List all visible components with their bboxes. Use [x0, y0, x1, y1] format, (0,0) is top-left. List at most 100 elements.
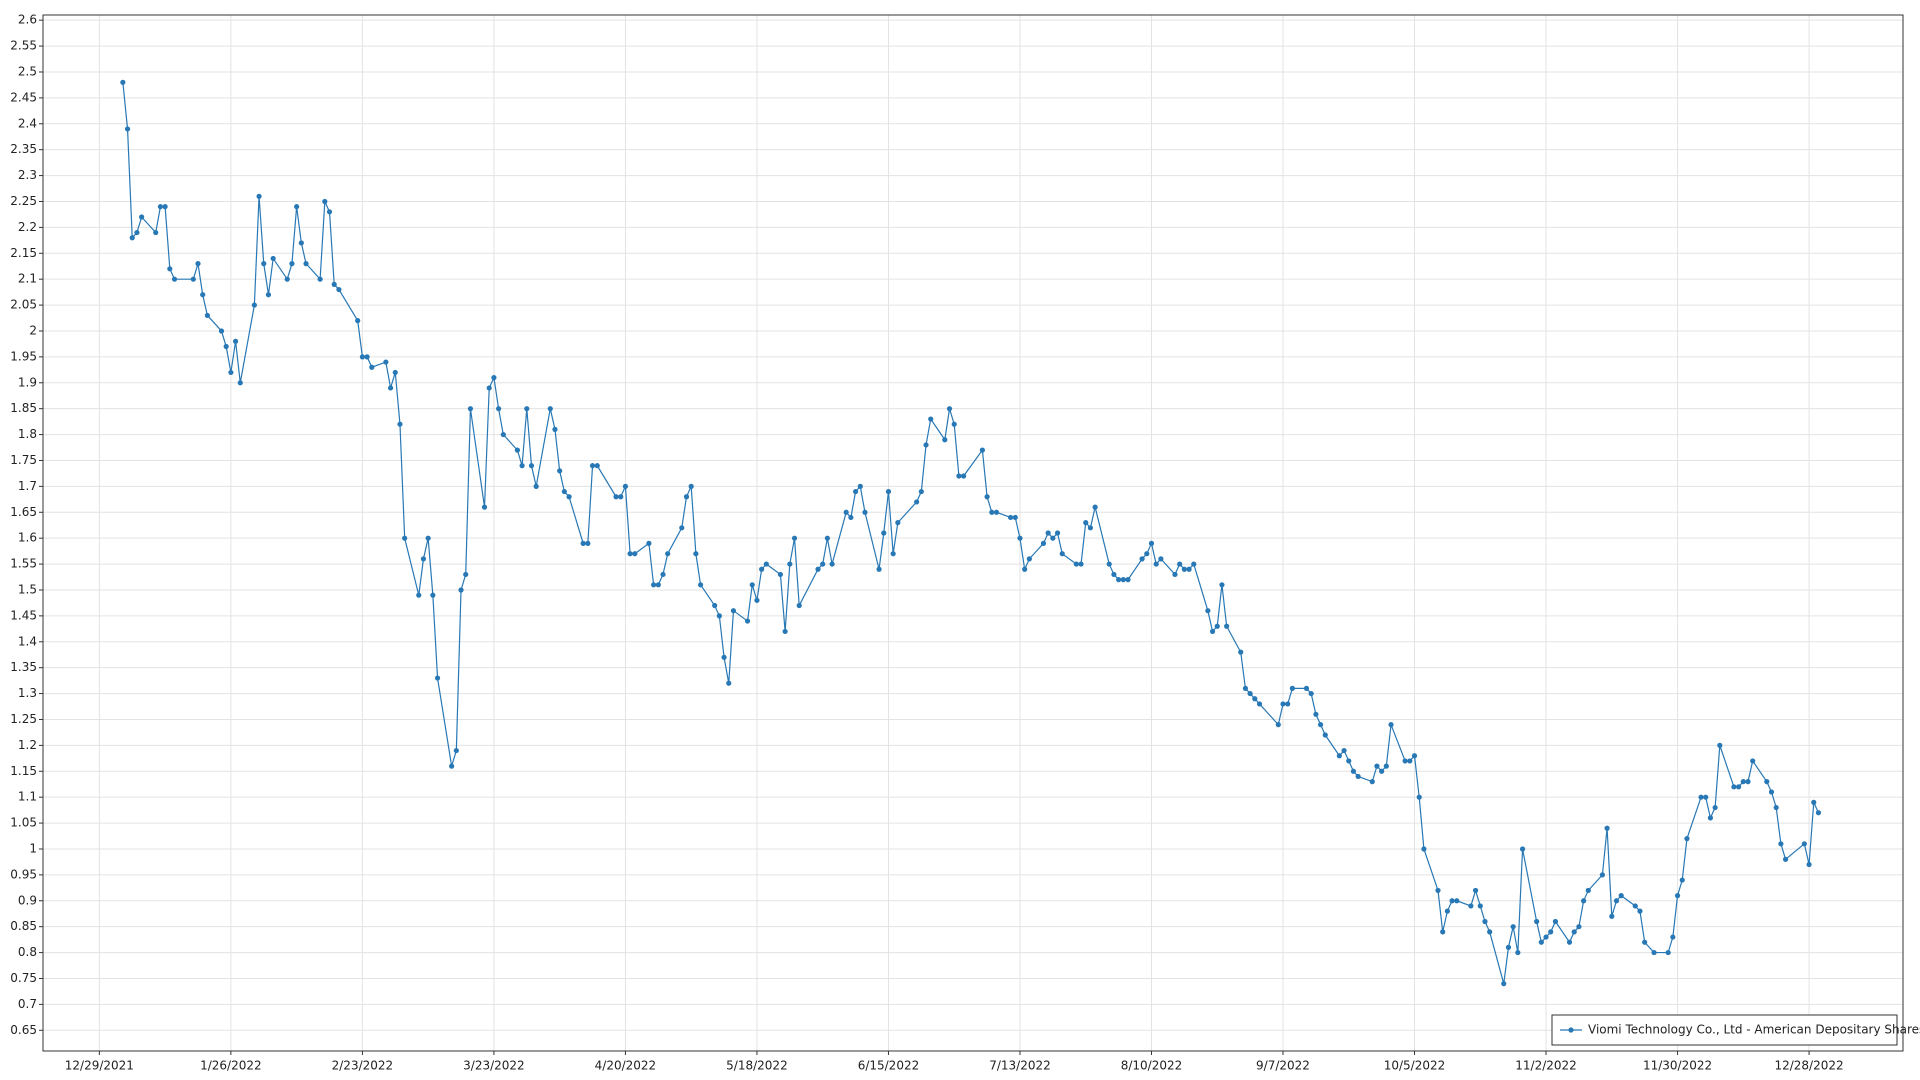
data-point — [777, 571, 784, 578]
data-point — [228, 369, 234, 376]
data-point — [124, 126, 131, 132]
data-point — [190, 276, 196, 282]
data-point — [326, 209, 333, 215]
data-point — [688, 483, 694, 489]
data-point — [1139, 556, 1145, 562]
y-tick-label: 0.95 — [10, 867, 37, 881]
data-point — [1505, 944, 1512, 951]
data-point — [1256, 701, 1263, 707]
y-tick-label: 1.05 — [10, 816, 37, 830]
data-point — [749, 582, 755, 588]
y-tick-label: 2.05 — [10, 298, 37, 312]
y-tick-label: 2.1 — [18, 272, 37, 286]
data-point — [1214, 623, 1220, 629]
data-point — [787, 561, 793, 567]
data-point — [317, 276, 323, 282]
x-tick-label: 10/5/2022 — [1384, 1059, 1446, 1073]
data-point — [1679, 877, 1685, 883]
data-point — [1731, 784, 1737, 790]
y-tick-label: 2.45 — [10, 90, 37, 104]
data-point — [679, 525, 685, 531]
data-point — [331, 281, 337, 287]
y-tick-label: 1.75 — [10, 453, 37, 467]
data-point — [270, 255, 276, 262]
data-point — [881, 530, 887, 536]
data-point — [1613, 898, 1620, 904]
data-point — [942, 437, 948, 443]
data-point — [392, 369, 398, 376]
data-point — [946, 406, 953, 412]
data-point — [336, 286, 342, 293]
y-tick-label: 0.8 — [18, 945, 37, 959]
y-tick-label: 1.4 — [18, 634, 37, 648]
x-tick-label: 12/28/2022 — [1774, 1059, 1843, 1073]
y-tick-label: 1.45 — [10, 608, 37, 622]
data-point — [1712, 804, 1718, 811]
data-point — [1440, 929, 1446, 935]
data-point — [1637, 908, 1643, 914]
data-point — [139, 214, 145, 220]
data-point — [1534, 918, 1540, 925]
y-tick-label: 1.65 — [10, 505, 37, 519]
x-tick-label: 4/20/2022 — [595, 1059, 657, 1073]
data-point — [665, 551, 671, 557]
data-point — [1285, 701, 1291, 707]
data-point — [1604, 825, 1610, 831]
data-point — [157, 204, 164, 210]
data-point — [1717, 742, 1723, 748]
legend-marker — [1568, 1027, 1574, 1033]
data-point — [895, 520, 901, 526]
data-point — [1087, 525, 1094, 531]
data-point — [622, 483, 629, 489]
data-point — [1346, 758, 1352, 764]
data-point — [796, 602, 802, 609]
data-point — [557, 468, 563, 474]
data-point — [1336, 753, 1342, 759]
data-point — [1618, 893, 1624, 899]
data-point — [1205, 608, 1211, 614]
data-point — [1407, 758, 1413, 764]
data-point — [1632, 903, 1638, 909]
x-tick-label: 12/29/2021 — [65, 1059, 134, 1073]
data-point — [467, 406, 474, 412]
data-point — [829, 561, 835, 567]
data-point — [890, 551, 896, 557]
data-point — [1454, 898, 1460, 904]
data-point — [989, 509, 995, 515]
y-tick-label: 2.4 — [18, 116, 37, 130]
y-tick-label: 1.5 — [18, 582, 37, 596]
data-point — [843, 509, 849, 515]
data-point — [294, 204, 300, 210]
y-tick-label: 1.7 — [18, 479, 37, 493]
y-tick-label: 1.85 — [10, 401, 37, 415]
data-point — [627, 551, 633, 557]
data-point — [848, 514, 854, 521]
data-point — [1519, 846, 1526, 852]
data-point — [1745, 779, 1751, 785]
data-point — [1515, 949, 1521, 956]
data-point — [993, 509, 1000, 515]
data-point — [514, 447, 520, 453]
data-point — [744, 618, 751, 624]
data-point — [1684, 836, 1690, 842]
data-point — [265, 292, 272, 298]
data-point — [580, 540, 586, 546]
data-point — [1153, 561, 1159, 567]
data-point — [1815, 810, 1822, 816]
data-point — [416, 592, 422, 598]
data-point — [1341, 747, 1347, 754]
data-point — [1158, 556, 1164, 562]
data-point — [1116, 577, 1122, 583]
data-point — [1773, 804, 1779, 811]
data-point — [1581, 898, 1587, 904]
data-point — [1402, 758, 1408, 764]
data-point — [885, 488, 892, 495]
y-tick-label: 2.25 — [10, 194, 37, 208]
data-point — [1026, 556, 1032, 562]
data-point — [716, 613, 722, 619]
data-point — [383, 359, 389, 365]
data-point — [1073, 561, 1079, 567]
data-point — [120, 79, 126, 85]
data-point — [1585, 887, 1591, 894]
data-point — [322, 198, 328, 205]
